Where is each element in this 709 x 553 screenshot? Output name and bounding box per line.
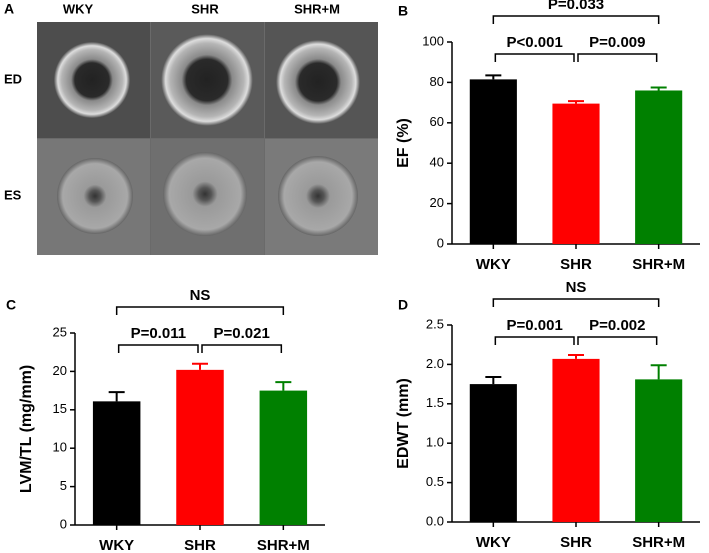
y-tick-label: 25	[53, 324, 67, 339]
x-tick-label: WKY	[476, 534, 511, 551]
y-tick-label: 15	[53, 401, 67, 416]
y-tick-label: 80	[430, 74, 444, 89]
y-tick-label: 2.5	[426, 316, 444, 331]
y-axis-title: EF (%)	[395, 118, 412, 168]
error-bar	[108, 391, 125, 402]
y-tick-label: 1.5	[426, 395, 444, 410]
heart	[163, 152, 247, 236]
significance-bracket	[115, 306, 285, 315]
y-tick-label: 20	[53, 363, 67, 378]
error-bar	[485, 74, 502, 80]
heart	[278, 156, 358, 236]
x-tick-label: SHR	[560, 534, 592, 551]
y-tick-label: 2.0	[426, 356, 444, 371]
bar	[176, 369, 224, 525]
panel-label: B	[398, 3, 408, 19]
error-bar	[192, 362, 208, 370]
bar	[635, 379, 683, 522]
bar	[635, 90, 683, 244]
y-axis-title: LVM/TL (mg/mm)	[18, 365, 35, 493]
y-tick-label: 40	[430, 155, 444, 170]
row-label: ES	[4, 187, 22, 202]
y-tick-label: 0.5	[426, 474, 444, 489]
error-bar	[650, 364, 667, 380]
x-tick-label: SHR+M	[632, 256, 685, 273]
heart	[57, 158, 133, 234]
significance-bracket	[577, 53, 658, 62]
y-tick-label: 60	[430, 114, 444, 129]
significance-label: P=0.021	[214, 325, 270, 342]
error-bar	[485, 376, 502, 385]
significance-bracket	[117, 344, 199, 353]
y-tick-label: 100	[422, 33, 444, 48]
x-tick-label: WKY	[476, 256, 511, 273]
significance-label: NS	[566, 279, 587, 296]
x-tick-label: SHR+M	[257, 537, 310, 553]
column-label: SHR	[191, 1, 219, 16]
panel-label: D	[398, 297, 408, 313]
significance-bracket	[492, 298, 660, 307]
y-tick-label: 1.0	[426, 435, 444, 450]
panel-label: C	[6, 297, 16, 313]
x-tick-label: SHR+M	[632, 534, 685, 551]
heart	[54, 42, 130, 118]
error-bar	[650, 86, 667, 91]
x-tick-label: WKY	[99, 537, 134, 553]
heart	[161, 34, 253, 126]
y-tick-label: 0	[437, 235, 444, 250]
y-tick-label: 10	[53, 440, 67, 455]
significance-bracket	[492, 15, 660, 24]
error-bar	[568, 100, 584, 104]
significance-label: P=0.011	[131, 325, 186, 342]
significance-label: P=0.001	[507, 317, 563, 334]
bar	[552, 358, 600, 522]
y-tick-label: 0	[60, 516, 67, 531]
panel-label: A	[4, 1, 14, 17]
x-tick-label: SHR	[184, 537, 216, 553]
significance-bracket	[494, 53, 575, 62]
mri-images	[37, 22, 378, 255]
error-bar	[568, 353, 584, 359]
significance-label: NS	[190, 287, 211, 304]
y-tick-label: 0.0	[426, 513, 444, 528]
significance-label: P<0.001	[507, 34, 563, 51]
significance-label: P=0.002	[589, 317, 645, 334]
row-label: ED	[4, 71, 22, 86]
significance-label: P=0.033	[548, 0, 604, 13]
y-tick-label: 5	[60, 478, 67, 493]
significance-bracket	[201, 344, 283, 353]
error-bar	[275, 381, 292, 391]
x-tick-label: SHR	[560, 256, 592, 273]
column-label: WKY	[63, 1, 94, 16]
significance-bracket	[577, 336, 658, 345]
bar	[469, 79, 517, 245]
bar	[92, 401, 141, 525]
bar	[469, 384, 517, 522]
bar	[259, 390, 308, 525]
significance-bracket	[494, 336, 575, 345]
bar	[552, 103, 600, 244]
y-axis-title: EDWT (mm)	[395, 378, 412, 469]
y-tick-label: 20	[430, 195, 444, 210]
column-label: SHR+M	[294, 1, 340, 16]
significance-label: P=0.009	[589, 34, 645, 51]
heart	[276, 40, 360, 124]
